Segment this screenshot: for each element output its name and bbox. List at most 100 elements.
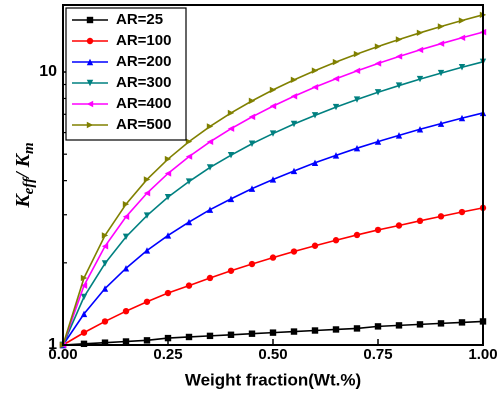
- marker: [395, 132, 403, 139]
- x-tick-label: 0.50: [258, 346, 287, 363]
- marker: [437, 120, 445, 127]
- marker: [80, 293, 88, 301]
- marker: [332, 152, 340, 159]
- marker: [206, 138, 214, 146]
- marker: [143, 337, 151, 344]
- marker: [86, 58, 94, 66]
- marker: [353, 96, 361, 103]
- marker: [122, 307, 130, 315]
- marker: [395, 222, 403, 229]
- marker: [185, 282, 193, 289]
- x-tick-label: 0.25: [153, 346, 182, 363]
- marker: [86, 37, 94, 45]
- marker: [332, 103, 340, 111]
- marker: [185, 138, 193, 145]
- marker: [458, 208, 466, 216]
- marker: [164, 170, 172, 177]
- marker: [101, 260, 109, 267]
- plot-frame: [62, 4, 484, 346]
- y-label-part: eff: [21, 176, 37, 194]
- marker: [248, 97, 256, 105]
- marker: [353, 144, 361, 152]
- marker: [164, 193, 172, 201]
- marker: [101, 243, 109, 250]
- marker: [101, 232, 109, 239]
- marker: [416, 321, 424, 328]
- x-tick-label: 0.00: [48, 346, 77, 363]
- marker: [311, 112, 319, 119]
- marker: [458, 17, 466, 24]
- marker: [101, 318, 109, 325]
- marker: [86, 16, 94, 24]
- marker: [458, 319, 466, 326]
- marker: [206, 206, 214, 213]
- marker: [122, 338, 130, 345]
- marker: [290, 120, 298, 128]
- marker: [143, 189, 151, 197]
- marker: [416, 29, 424, 37]
- marker: [269, 176, 277, 183]
- marker: [185, 178, 193, 185]
- marker: [374, 323, 382, 330]
- marker: [290, 328, 298, 335]
- marker: [311, 327, 319, 334]
- marker: [143, 212, 151, 219]
- marker: [248, 330, 256, 337]
- marker: [332, 75, 340, 82]
- legend-box: [65, 7, 187, 141]
- marker: [416, 217, 424, 225]
- y-label-part: K: [12, 193, 34, 209]
- marker: [122, 200, 130, 208]
- y-label-part: /: [12, 167, 34, 180]
- marker: [437, 320, 445, 327]
- marker: [353, 325, 361, 332]
- marker: [86, 121, 94, 129]
- legend-label: AR=300: [116, 74, 171, 91]
- marker: [122, 213, 130, 220]
- marker: [416, 126, 424, 133]
- legend-label: AR=25: [116, 11, 163, 28]
- marker: [374, 89, 382, 96]
- marker: [143, 176, 151, 183]
- marker: [227, 125, 235, 132]
- y-label-part: K: [12, 152, 34, 168]
- legend-label: AR=400: [116, 95, 171, 112]
- marker: [164, 334, 172, 342]
- marker: [311, 159, 319, 166]
- legend-label: AR=200: [116, 53, 171, 70]
- marker: [206, 123, 214, 130]
- marker: [269, 254, 277, 261]
- marker: [164, 232, 172, 239]
- legend-label: AR=100: [116, 32, 171, 49]
- marker: [86, 100, 94, 108]
- marker: [269, 86, 277, 94]
- marker: [164, 289, 172, 297]
- marker: [353, 67, 361, 75]
- marker: [227, 151, 235, 159]
- marker: [290, 248, 298, 255]
- marker: [227, 195, 235, 203]
- marker: [395, 36, 403, 43]
- y-axis-label: Keff/ Km: [12, 142, 38, 208]
- y-label-part: m: [21, 142, 37, 154]
- marker: [437, 23, 445, 30]
- marker: [437, 40, 445, 47]
- marker: [332, 58, 340, 66]
- marker: [227, 267, 235, 274]
- marker: [101, 285, 109, 292]
- marker: [311, 83, 319, 91]
- marker: [86, 79, 94, 87]
- marker: [80, 329, 88, 336]
- marker: [185, 218, 193, 226]
- marker: [374, 226, 382, 234]
- marker: [269, 329, 277, 336]
- marker: [290, 93, 298, 100]
- marker: [458, 34, 466, 41]
- marker: [80, 282, 88, 289]
- marker: [185, 153, 193, 160]
- marker: [80, 274, 88, 282]
- marker: [143, 247, 151, 254]
- x-tick-label: 0.75: [363, 346, 392, 363]
- marker: [206, 332, 214, 340]
